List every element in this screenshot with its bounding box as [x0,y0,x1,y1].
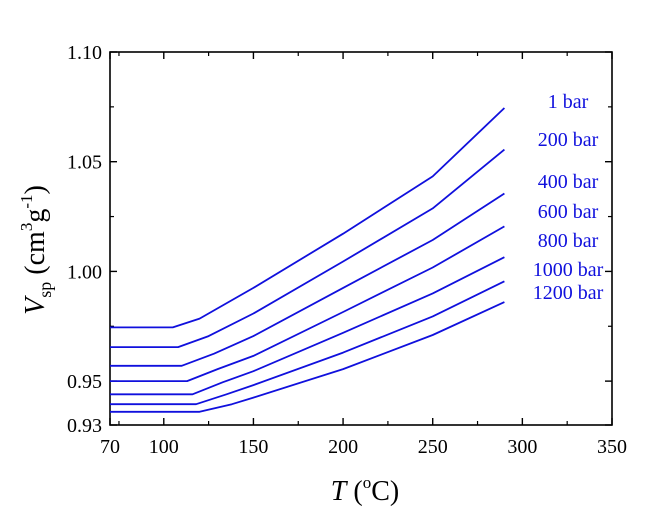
series-line [110,256,505,396]
y-axis-unit-open: (cm [20,231,51,282]
y-axis-sup2: -1 [17,195,36,209]
y-tick-label: 1.10 [67,42,102,64]
x-tick-label: 200 [328,436,358,458]
series-line [110,192,505,367]
y-axis-sub: sp [35,282,55,298]
x-tick-label: 300 [507,436,537,458]
y-axis-label: Vsp (cm3g-1) [17,185,55,315]
y-axis-symbol: V [20,295,51,315]
x-axis-unit-close: C) [371,476,399,507]
y-tick-label: 0.95 [67,371,102,393]
series-line [110,107,506,329]
y-axis-sup1: 3 [17,223,36,232]
series-label: 400 bar [538,171,599,193]
series-label: 1200 bar [533,282,604,304]
series-labels: 1 bar 200 bar 400 bar 600 bar 800 bar 1000 ba… [533,91,604,304]
x-tick-label: 100 [149,436,179,458]
plot-frame [109,51,613,426]
x-axis-label: T (oC) [331,473,399,507]
series-label: 800 bar [538,230,599,252]
series-line [110,280,505,406]
series-label: 1000 bar [533,259,604,281]
series-line [110,301,505,413]
y-tick-label: 1.00 [67,261,102,283]
series-label: 600 bar [538,201,599,223]
x-tick-label: 350 [597,436,627,458]
x-axis-unit-open: ( [346,476,362,507]
y-axis-unit-close: ) [20,185,51,194]
x-axis-symbol: T [331,476,349,507]
series-line [110,148,505,349]
x-axis: 70 100 150 200 250 300 350 [100,52,627,458]
y-tick-label: 1.05 [67,152,102,174]
x-tick-label: 250 [418,436,448,458]
series-label: 1 bar [548,91,589,113]
y-axis-mid: g [20,209,51,223]
series-label: 200 bar [538,129,599,151]
y-tick-label: 0.93 [67,415,102,437]
x-tick-label: 150 [238,436,268,458]
x-axis-unit-sup: o [363,473,372,492]
series-lines [110,107,506,413]
x-tick-label: 70 [100,436,120,458]
series-line [110,225,505,383]
y-axis: 0.93 0.95 1.00 1.05 1.10 [67,42,612,437]
